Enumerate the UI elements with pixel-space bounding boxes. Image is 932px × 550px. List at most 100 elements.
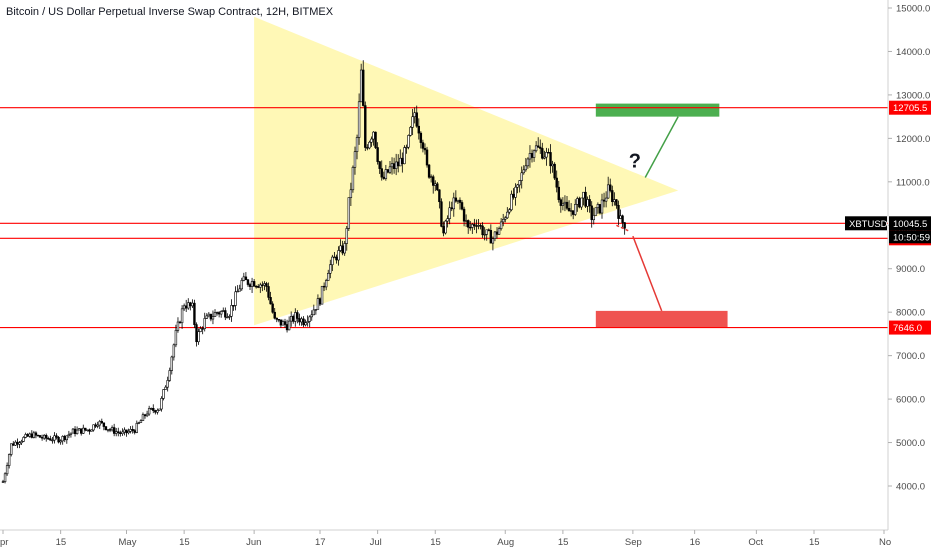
candle-body [178,321,182,324]
candle-body [353,151,357,168]
x-tick-label: 15 [558,537,569,548]
candle-body [207,313,211,317]
candle-body [232,305,235,307]
candle-body [399,157,402,167]
candle-body [407,135,410,148]
candle-body [341,245,344,254]
candle-body [561,203,565,206]
candle-body [588,199,591,207]
candle-body [539,146,542,149]
price-tags: 12705.59340.07646.010002.010045.510:50:5… [845,100,931,335]
horizontal-levels [0,107,888,329]
candle-body [271,303,274,313]
candle-body [320,285,324,305]
candle-body [259,284,262,288]
last-price-tag: 10045.5 [893,219,927,230]
candle-body [508,209,511,213]
candle-body [275,317,278,320]
candle-body [485,229,488,235]
y-tick-label: 6000.0 [896,395,925,406]
candle-body [201,328,204,330]
candle-body [123,429,126,433]
candle-body [331,256,334,266]
candle-body [34,432,38,436]
candle-body [481,225,484,236]
candle-body [382,176,386,179]
candle-body [329,264,332,274]
candle-body [549,152,552,167]
candle-body [316,298,320,310]
candle-body [184,305,188,309]
candle-body [298,318,301,323]
candle-body [574,204,577,215]
candle-body [462,208,466,222]
candle-body [322,285,326,288]
candle-body [545,152,548,158]
candle-body [300,318,303,323]
candle-body [403,147,406,165]
candle-body [176,321,180,331]
candle-body [28,433,31,437]
candle-body [104,426,108,430]
candle-body [65,435,69,441]
candle-body [357,101,361,138]
candle-body [108,429,112,431]
symbol-tag: XBTUSD [849,219,888,230]
candle-body [553,163,556,179]
candle-body [584,191,587,207]
x-tick-label: Jun [246,537,261,548]
candle-body [477,225,480,227]
candle-body [3,473,7,483]
candle-body [77,428,81,431]
candle-body [567,207,571,212]
candle-body [10,443,13,455]
candle-body [450,207,453,210]
candle-body [22,437,25,442]
candle-body [598,204,602,214]
candle-body [580,197,583,208]
candle-body [621,215,624,223]
candle-body [440,201,443,227]
candle-body [195,324,198,343]
candle-body [464,220,468,222]
bullish-arrow [644,116,679,178]
candle-body [434,183,437,186]
candle-body [63,436,66,441]
projection-dash [616,224,630,232]
candle-body [238,288,241,292]
candle-body [555,177,558,188]
last-price-tag-bg [889,216,931,231]
candle-body [442,226,445,234]
candle-body [565,201,569,209]
candle-body [506,211,509,219]
candle-body [501,218,505,223]
candle-body [578,198,581,208]
candle-body [419,132,423,143]
candle-body [205,315,208,319]
candle-body [302,318,305,326]
candle-body [359,69,363,103]
x-tick-label: 15 [809,537,820,548]
candle-body [234,291,237,306]
bearish-target-zone [595,310,728,328]
candle-body [518,180,521,186]
candle-body [61,436,64,442]
candle-body [73,428,77,434]
candle-body [479,225,482,227]
candle-body [452,197,455,210]
price-tag-7646.0-bg [889,320,931,335]
candle-body [42,434,46,439]
candle-body [594,207,598,216]
candle-body [289,316,293,322]
candle-body [129,429,132,432]
candle-body [547,152,550,154]
candle-body [454,197,458,202]
candle-body [432,176,435,186]
candle-body [172,344,176,358]
y-axis: 4000.05000.06000.07000.08000.09000.01000… [888,4,930,493]
question-mark: ? [629,150,641,172]
candle-body [217,312,221,315]
candle-body [18,442,21,445]
candle-body [327,273,330,281]
x-tick-label: 15 [56,537,67,548]
